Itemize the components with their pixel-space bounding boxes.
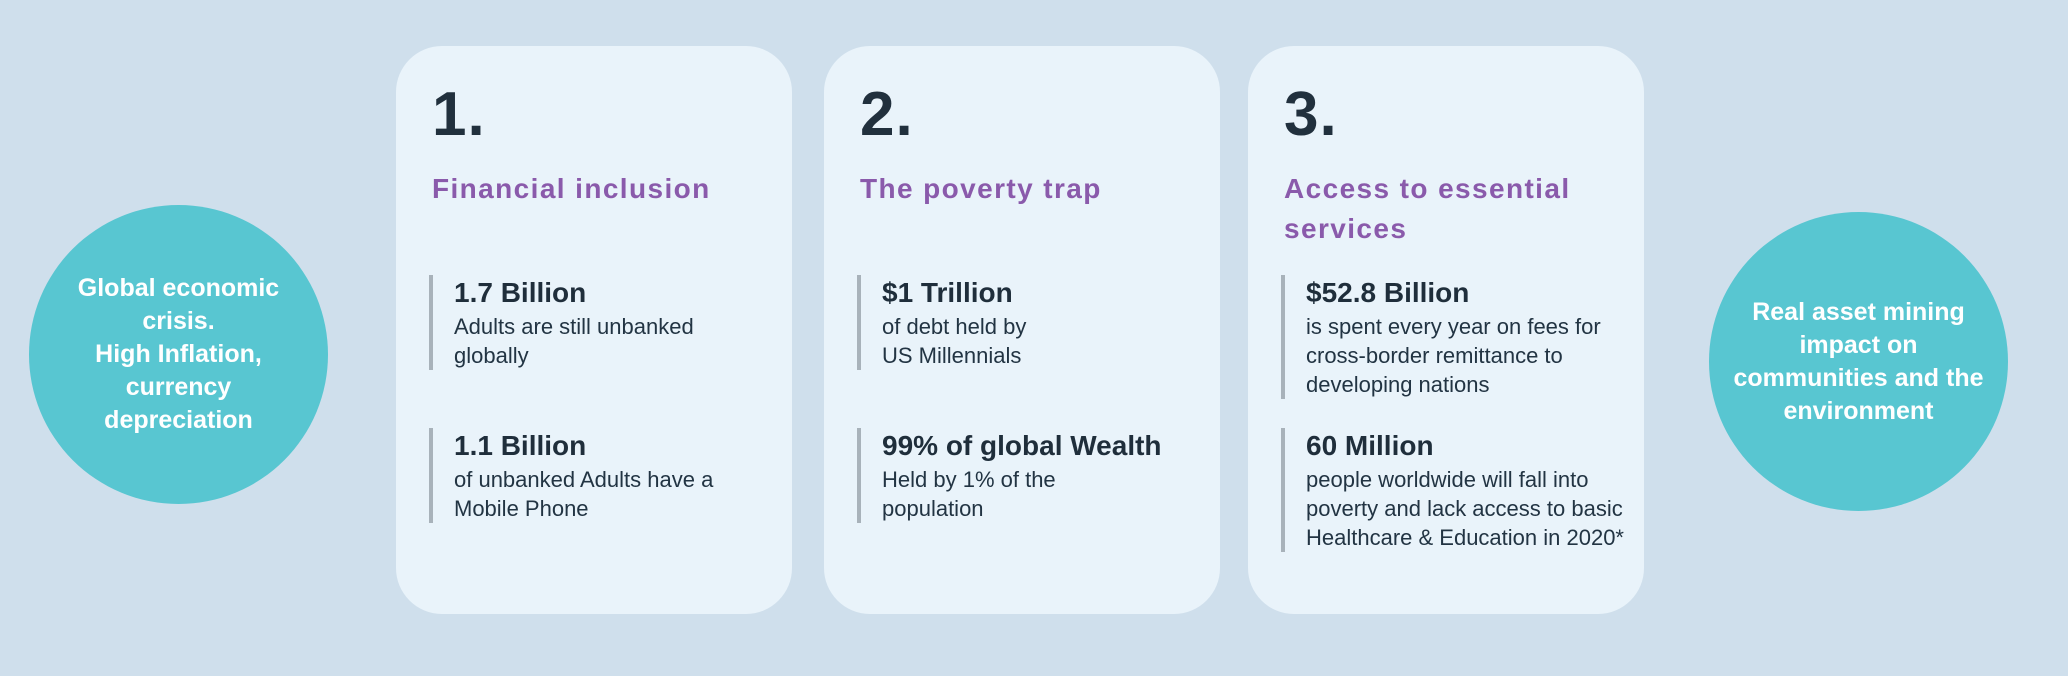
stat-description: Adults are still unbanked globally [454,314,694,368]
card-number-1: 1. [432,80,486,149]
mining-impact-circle-text: Real asset mining impact on communities … [1733,297,1984,425]
stat-millennial-debt: $1 Trillion of debt held by US Millennia… [857,275,1026,370]
stat-value: 1.7 Billion [454,277,587,308]
card-title-poverty-trap: The poverty trap [860,173,1102,204]
global-crisis-circle: Global economic crisis. High Inflation, … [29,205,328,504]
card-number-2: 2. [860,80,914,149]
mining-impact-circle: Real asset mining impact on communities … [1709,212,2008,511]
stat-value: 60 Million [1306,430,1434,461]
stat-description: of unbanked Adults have a Mobile Phone [454,467,714,521]
card-access-essential-services: 3. Access to essential services $52.8 Bi… [1248,46,1644,614]
global-crisis-circle-text: Global economic crisis. High Inflation, … [77,274,280,434]
stat-value: 1.1 Billion [454,430,587,461]
stat-value: $1 Trillion [882,277,1013,308]
card-poverty-trap: 2. The poverty trap $1 Trillion of debt … [824,46,1220,614]
card-number-3: 3. [1284,80,1338,149]
card-financial-inclusion: 1. Financial inclusion 1.7 Billion Adult… [396,46,792,614]
card-title-financial-inclusion: Financial inclusion [432,173,711,204]
card-title-access-essential-services: Access to essential services [1284,173,1571,244]
stat-global-wealth: 99% of global Wealth Held by 1% of the p… [857,428,1162,523]
stat-description: Held by 1% of the population [882,467,1056,521]
stat-description: people worldwide will fall into poverty … [1306,467,1624,550]
stat-description: of debt held by US Millennials [882,314,1027,368]
stat-description: is spent every year on fees for cross-bo… [1306,314,1601,397]
stat-unbanked-mobile-phone: 1.1 Billion of unbanked Adults have a Mo… [429,428,713,523]
stat-value: 99% of global Wealth [882,430,1162,461]
stat-remittance-fees: $52.8 Billion is spent every year on fee… [1281,275,1601,399]
stat-value: $52.8 Billion [1306,277,1470,308]
stat-poverty-healthcare: 60 Million people worldwide will fall in… [1281,428,1624,552]
stat-unbanked-adults: 1.7 Billion Adults are still unbanked gl… [429,275,694,370]
